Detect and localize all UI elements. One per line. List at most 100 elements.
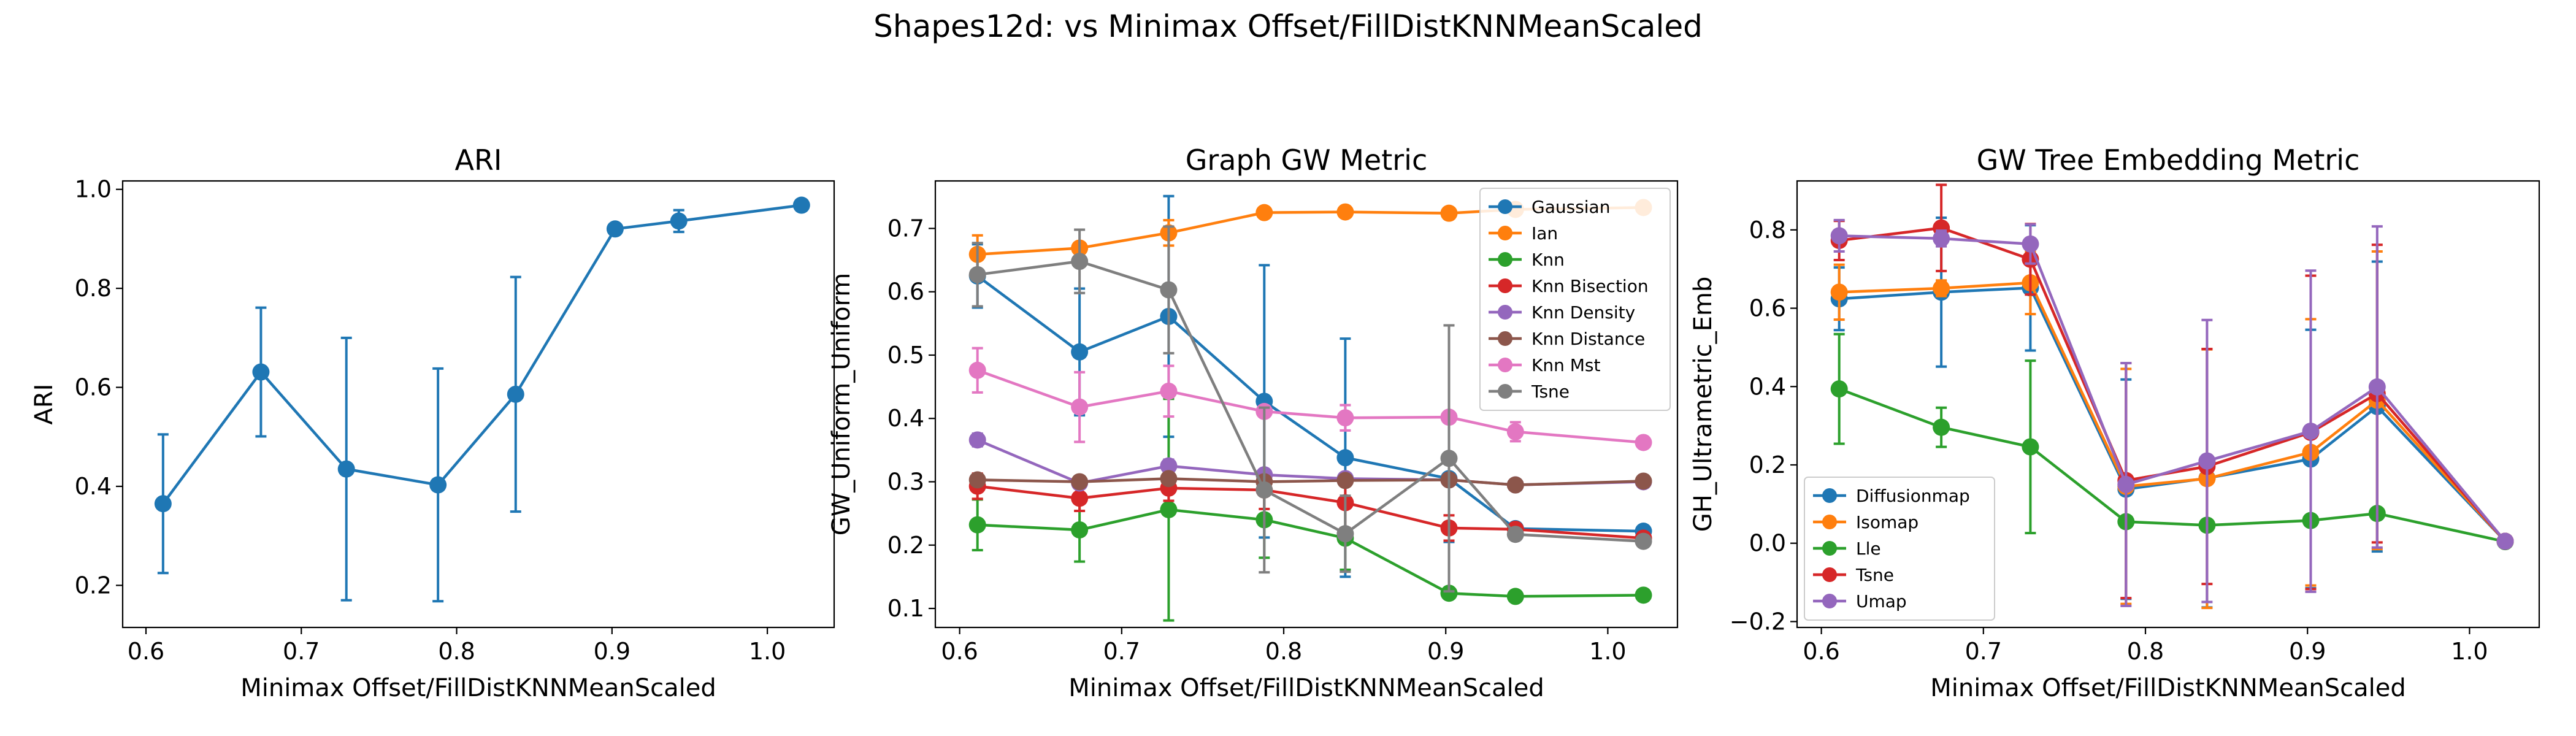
data-point bbox=[1440, 585, 1458, 602]
data-point bbox=[1933, 418, 1950, 436]
y-tick-label: −0.2 bbox=[1730, 608, 1786, 635]
data-point bbox=[1336, 449, 1354, 467]
chart-panel-1: ARI 0.6 0.7 0.8 0.9 1.0 0.2 0.4 0.6 0.8 1.0 Minimax… bbox=[30, 144, 835, 702]
data-point bbox=[2117, 475, 2135, 493]
data-point bbox=[2368, 378, 2386, 396]
data-point bbox=[1635, 434, 1652, 451]
data-point bbox=[1336, 472, 1354, 489]
data-point bbox=[1071, 521, 1089, 539]
data-point bbox=[1635, 532, 1652, 550]
y-axis-label: GH_Ultrametric_Emb bbox=[1689, 277, 1717, 532]
data-point bbox=[1071, 343, 1089, 361]
x-tick-label: 0.6 bbox=[128, 638, 164, 665]
data-point bbox=[1071, 398, 1089, 416]
x-tick-label: 0.6 bbox=[941, 638, 978, 665]
x-tick-label: 0.9 bbox=[594, 638, 631, 665]
legend-swatch-marker bbox=[1498, 358, 1512, 372]
legend-frame bbox=[1479, 188, 1671, 411]
data-point bbox=[1440, 204, 1458, 222]
data-point bbox=[968, 266, 986, 283]
x-tick-label: 0.8 bbox=[1265, 638, 1302, 665]
y-tick-label: 0.4 bbox=[887, 405, 924, 432]
x-tick-label: 1.0 bbox=[1589, 638, 1626, 665]
series-line bbox=[977, 508, 1644, 598]
legend-swatch-marker bbox=[1498, 252, 1512, 267]
x-tick-label: 0.7 bbox=[1103, 638, 1140, 665]
legend-swatch-marker bbox=[1498, 305, 1512, 320]
y-tick-label: 1.0 bbox=[75, 176, 112, 203]
legend-entry: Knn bbox=[1531, 250, 1565, 270]
data-point bbox=[1071, 489, 1089, 507]
legend-entry: Lle bbox=[1856, 539, 1881, 559]
x-axis-label: Minimax Offset/FillDistKNNMeanScaled bbox=[240, 674, 716, 702]
series-line bbox=[162, 204, 802, 505]
data-point bbox=[1635, 472, 1652, 490]
legend-entry: Gaussian bbox=[1531, 197, 1610, 217]
chart-panel-2: Graph GW Metric 0.6 0.7 0.8 0.9 1.0 0.1 0.2 0.3 0… bbox=[827, 144, 1679, 702]
data-point bbox=[1933, 279, 1950, 297]
y-tick-label: 0.5 bbox=[887, 342, 924, 369]
data-point bbox=[2302, 423, 2320, 440]
y-tick-label: 0.2 bbox=[75, 572, 112, 599]
chart-panel-3: GW Tree Embedding Metric 0.6 0.7 0.8 0.9 1.0 −… bbox=[1689, 144, 2540, 702]
data-point bbox=[1830, 227, 1848, 245]
series-tsne bbox=[968, 225, 1652, 593]
series-line bbox=[977, 477, 1644, 486]
data-point bbox=[2022, 235, 2039, 253]
data-point bbox=[1160, 500, 1178, 518]
data-point bbox=[252, 363, 270, 381]
axes-frame bbox=[934, 180, 1679, 629]
series-knn-distance bbox=[968, 470, 1652, 494]
legend-entry: Knn Density bbox=[1531, 302, 1635, 323]
series-1 bbox=[154, 196, 810, 603]
legend-entry: Knn Bisection bbox=[1531, 276, 1649, 296]
data-point bbox=[1071, 473, 1089, 491]
data-point bbox=[792, 196, 810, 214]
x-tick-label: 1.0 bbox=[749, 638, 786, 665]
series-umap bbox=[1830, 218, 2514, 607]
legend-swatch-marker bbox=[1822, 541, 1837, 556]
series-line bbox=[977, 259, 1644, 543]
legend-swatch-marker bbox=[1498, 331, 1512, 346]
legend: Diffusionmap Isomap Lle Tsne Umap bbox=[1804, 477, 1995, 621]
legend-swatch-marker bbox=[1498, 199, 1512, 214]
data-point bbox=[1160, 382, 1178, 400]
y-tick-label: 0.1 bbox=[887, 595, 924, 622]
legend-swatch-marker bbox=[1822, 488, 1837, 503]
data-point bbox=[507, 385, 524, 403]
legend: Gaussian Ian Knn Knn Bisection Knn Density Kn… bbox=[1479, 188, 1671, 411]
y-axis-label: GW_Uniform_Uniform bbox=[827, 273, 856, 536]
data-point bbox=[1506, 588, 1524, 605]
y-tick-label: 0.8 bbox=[75, 275, 112, 302]
data-point bbox=[1160, 470, 1178, 488]
y-axis-label: ARI bbox=[30, 384, 58, 425]
x-tick-label: 0.7 bbox=[1965, 638, 2002, 665]
legend-entry: Tsne bbox=[1855, 565, 1894, 585]
figure-title: Shapes12d: vs Minimax Offset/FillDistKNN… bbox=[873, 9, 1703, 44]
data-point bbox=[968, 471, 986, 489]
y-tick-label: 0.7 bbox=[887, 215, 924, 242]
legend-swatch-marker bbox=[1498, 226, 1512, 240]
legend-swatch-marker bbox=[1822, 594, 1837, 608]
axes-frame bbox=[121, 180, 835, 629]
series-line bbox=[977, 485, 1644, 540]
chart-title: GW Tree Embedding Metric bbox=[1977, 144, 2360, 177]
legend-entry: Isomap bbox=[1856, 512, 1919, 532]
data-point bbox=[1336, 409, 1354, 427]
series-line bbox=[1839, 281, 2507, 543]
legend-swatch-marker bbox=[1822, 567, 1837, 582]
series-knn-mst bbox=[968, 347, 1652, 451]
axes-frame bbox=[1796, 180, 2540, 629]
data-point bbox=[1255, 204, 1273, 221]
data-point bbox=[1830, 380, 1848, 398]
data-point bbox=[1506, 476, 1524, 494]
y-tick-label: 0.6 bbox=[75, 374, 112, 401]
series-knn bbox=[968, 397, 1652, 622]
y-tick-label: 0.6 bbox=[887, 278, 924, 305]
legend-frame bbox=[1804, 477, 1995, 621]
legend-entry: Ian bbox=[1531, 223, 1558, 243]
y-tick-label: 0.8 bbox=[1749, 217, 1786, 243]
legend-swatch-marker bbox=[1498, 278, 1512, 293]
chart-title: ARI bbox=[455, 144, 502, 177]
legend-swatch-marker bbox=[1822, 515, 1837, 529]
